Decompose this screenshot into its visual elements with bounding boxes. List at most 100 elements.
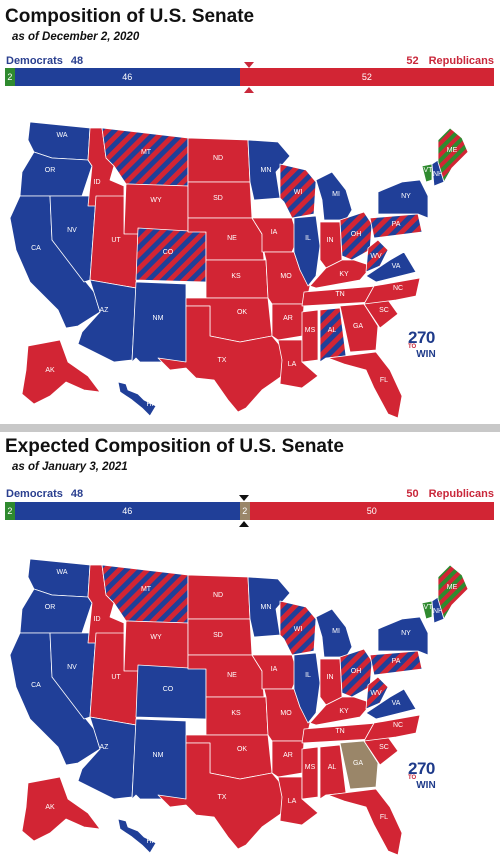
state-label-ny: NY — [401, 193, 411, 200]
state-label-nh: NH — [433, 171, 443, 178]
state-wv[interactable] — [365, 239, 389, 273]
state-in[interactable] — [319, 658, 343, 706]
state-ar[interactable] — [271, 740, 305, 778]
independent-segment: 2 — [5, 68, 15, 86]
state-wi[interactable] — [279, 600, 317, 656]
state-hi[interactable] — [117, 381, 157, 417]
state-nc[interactable] — [363, 714, 421, 742]
panel-title: Composition of U.S. Senate — [5, 6, 255, 27]
state-nc[interactable] — [363, 277, 421, 305]
state-label-wi: WI — [294, 189, 303, 196]
state-wy[interactable] — [123, 620, 189, 674]
state-ar[interactable] — [271, 303, 305, 341]
state-vt[interactable] — [421, 600, 433, 620]
state-label-hi: HI — [147, 838, 154, 845]
state-label-ks: KS — [231, 273, 241, 280]
republicans-label: Republicans — [428, 488, 494, 500]
state-label-nv: NV — [67, 664, 77, 671]
state-me[interactable] — [437, 564, 469, 620]
state-label-az: AZ — [100, 307, 110, 314]
state-label-ut: UT — [111, 237, 121, 244]
state-me[interactable] — [437, 127, 469, 183]
state-or[interactable] — [19, 588, 93, 634]
state-label-fl: FL — [380, 814, 388, 821]
state-label-tn: TN — [335, 728, 344, 735]
state-ga[interactable] — [339, 303, 379, 353]
state-ky[interactable] — [309, 696, 373, 726]
independent-segment: 2 — [5, 502, 15, 520]
state-pa[interactable] — [369, 213, 423, 239]
state-label-ar: AR — [283, 752, 293, 759]
state-label-me: ME — [447, 147, 458, 154]
senate-seat-bar: 2 46 52 — [5, 68, 494, 86]
democrats-label: Democrats — [6, 55, 63, 67]
state-label-co: CO — [163, 686, 174, 693]
state-ky[interactable] — [309, 259, 373, 289]
state-label-wa: WA — [56, 569, 67, 576]
state-mi[interactable] — [315, 171, 353, 221]
270towin-logo: 270 TOWIN — [408, 759, 436, 793]
state-label-il: IL — [305, 235, 311, 242]
state-mt[interactable] — [101, 127, 189, 187]
state-tx[interactable] — [157, 305, 283, 413]
state-label-ar: AR — [283, 315, 293, 322]
state-label-or: OR — [45, 167, 56, 174]
state-nm[interactable] — [131, 281, 187, 363]
logo-to: TO — [408, 775, 417, 781]
state-ny[interactable] — [377, 616, 429, 656]
state-label-nh: NH — [433, 608, 443, 615]
state-va[interactable] — [365, 688, 417, 720]
state-label-mt: MT — [141, 586, 152, 593]
state-label-ca: CA — [31, 682, 41, 689]
state-il[interactable] — [293, 215, 321, 287]
state-vt[interactable] — [421, 163, 433, 183]
republicans-legend: 52 Republicans — [406, 55, 494, 67]
state-wi[interactable] — [279, 163, 317, 219]
majority-marker-top — [239, 495, 249, 501]
state-label-nm: NM — [153, 315, 164, 322]
state-fl[interactable] — [327, 788, 403, 856]
state-ny[interactable] — [377, 179, 429, 219]
state-label-ky: KY — [339, 708, 349, 715]
state-in[interactable] — [319, 221, 343, 269]
state-nm[interactable] — [131, 718, 187, 800]
tossup-segment: 2 — [239, 502, 250, 520]
state-or[interactable] — [19, 151, 93, 197]
state-pa[interactable] — [369, 650, 423, 676]
state-ms[interactable] — [301, 746, 319, 800]
state-label-nv: NV — [67, 227, 77, 234]
state-label-ga: GA — [353, 323, 363, 330]
democrats-label: Democrats — [6, 488, 63, 500]
logo-number: 270 — [408, 328, 435, 347]
state-label-ga: GA — [353, 760, 363, 767]
panel-divider — [0, 424, 500, 432]
state-ak[interactable] — [21, 339, 101, 405]
republicans-label: Republicans — [428, 55, 494, 67]
state-va[interactable] — [365, 251, 417, 283]
state-tx[interactable] — [157, 742, 283, 850]
state-wv[interactable] — [365, 676, 389, 710]
democrats-legend: Democrats 48 — [6, 55, 83, 67]
state-ak[interactable] — [21, 776, 101, 842]
state-nv[interactable] — [49, 195, 97, 283]
state-hi[interactable] — [117, 818, 157, 854]
state-nv[interactable] — [49, 632, 97, 720]
state-mt[interactable] — [101, 564, 189, 624]
state-ga[interactable] — [339, 740, 379, 790]
state-il[interactable] — [293, 652, 321, 724]
state-mi[interactable] — [315, 608, 353, 658]
state-label-sc: SC — [379, 307, 389, 314]
map-svg: WA OR CA NV ID MT WY UT CO AZ NM ND SD NE KS OK TX MN IA MO… — [9, 121, 469, 419]
state-mn[interactable] — [247, 576, 291, 638]
logo-win: WIN — [416, 349, 436, 360]
state-mn[interactable] — [247, 139, 291, 201]
democrats-legend: Democrats 48 — [6, 488, 83, 500]
state-ms[interactable] — [301, 309, 319, 363]
state-wy[interactable] — [123, 183, 189, 237]
state-fl[interactable] — [327, 351, 403, 419]
state-label-co: CO — [163, 249, 174, 256]
logo-win: WIN — [416, 780, 436, 791]
state-label-mn: MN — [261, 604, 272, 611]
panel-subtitle: as of December 2, 2020 — [12, 31, 140, 43]
state-label-ky: KY — [339, 271, 349, 278]
